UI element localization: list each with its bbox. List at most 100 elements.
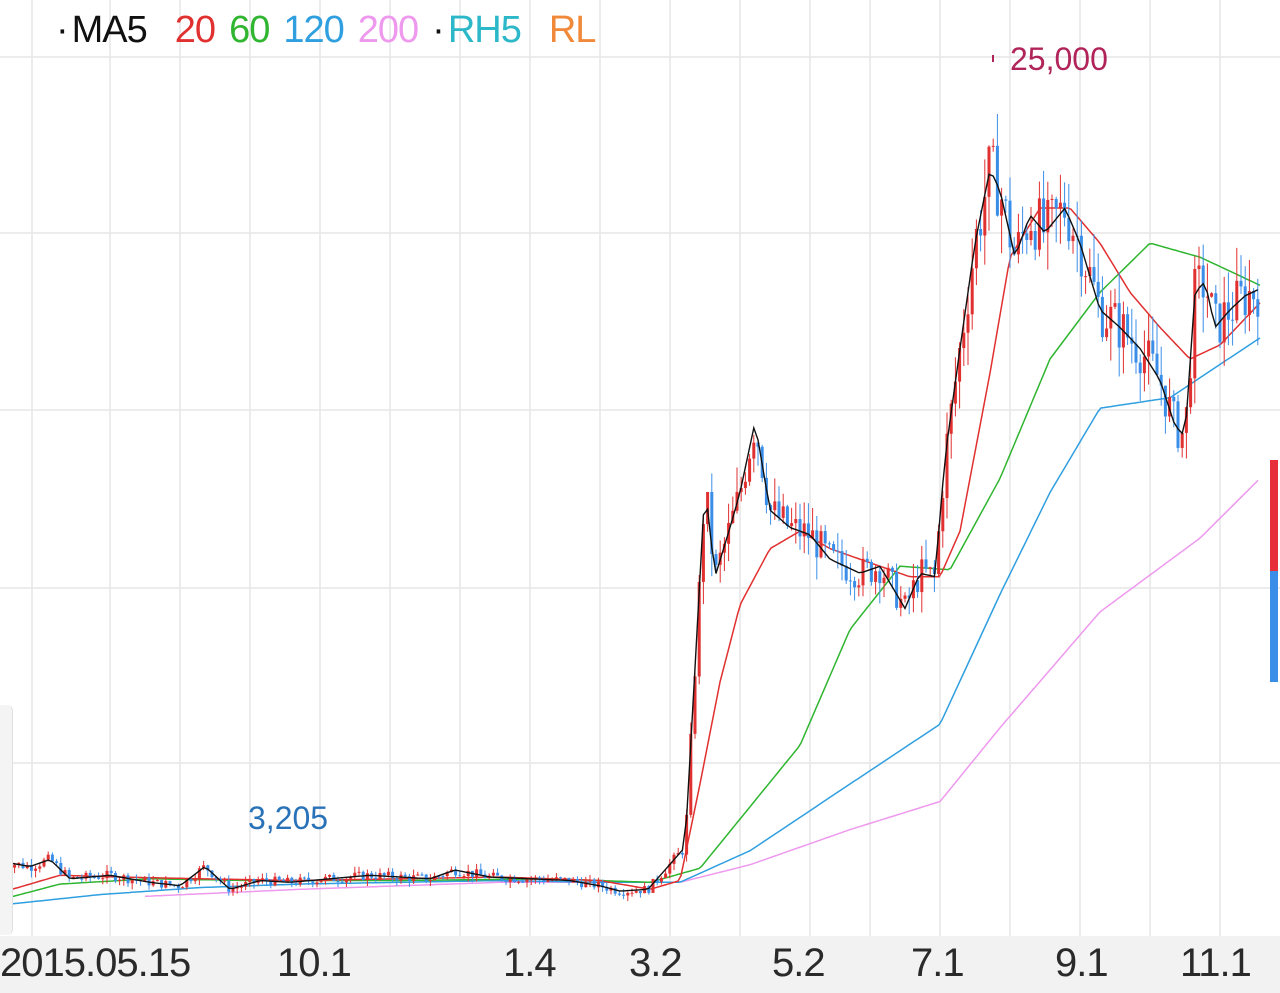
candle-body (710, 492, 714, 555)
candle-body (1172, 396, 1176, 402)
candle-body (185, 879, 189, 888)
candle-body (29, 865, 33, 871)
candle-body (659, 877, 663, 882)
candle-body (1197, 265, 1201, 269)
candle-body (437, 876, 441, 878)
candle-body (181, 887, 185, 889)
candle-body (840, 551, 844, 566)
candle-body (176, 885, 180, 889)
candle-body (1176, 401, 1180, 448)
candle-body (924, 559, 928, 569)
legend-item-ma5[interactable]: · MA5 (56, 9, 161, 51)
candle-body (1163, 385, 1167, 417)
candle-body (71, 876, 75, 878)
candle-body (634, 891, 638, 893)
min-price-label: 3,205 (248, 800, 328, 836)
candle-body (479, 869, 483, 875)
candle-body (395, 878, 399, 881)
candle-body (46, 854, 50, 860)
legend-item-ma200[interactable]: 200 (357, 9, 419, 51)
candle-body (1147, 340, 1151, 357)
candle-body (38, 866, 42, 869)
candle-body (281, 879, 285, 882)
candle-body (1021, 232, 1025, 234)
indicator-legend[interactable]: · MA5 20 60 120 200 · RH5 RL (56, 8, 609, 52)
candle-body (386, 871, 390, 876)
candle-body (454, 869, 458, 876)
candle-body (491, 872, 495, 876)
candle-body (525, 879, 529, 883)
left-scroll-handle[interactable] (0, 705, 13, 935)
candle-body (34, 868, 38, 871)
candle-body (311, 881, 315, 885)
candle-body (613, 887, 617, 894)
legend-item-ma20[interactable]: 20 (174, 9, 216, 51)
candle-body (517, 881, 521, 883)
candle-body (857, 585, 861, 588)
candle-body (928, 567, 932, 569)
candle-body (1042, 198, 1046, 233)
candle-body (647, 886, 651, 893)
candle-body (319, 881, 323, 883)
candle-body (995, 145, 999, 216)
candle-body (756, 442, 760, 447)
legend-item-ma120[interactable]: 120 (283, 9, 344, 51)
candle-body (504, 880, 508, 883)
candle-body (1231, 319, 1235, 321)
candle-body (374, 877, 378, 880)
candle-body (84, 872, 88, 879)
candle-body (1063, 202, 1067, 218)
legend-item-rl[interactable]: RL (548, 9, 597, 51)
candle-body (1088, 267, 1092, 277)
candle-body (508, 877, 512, 883)
candle-body (286, 877, 290, 882)
candle-body (1243, 286, 1247, 316)
candle-body (554, 877, 558, 880)
candle-body (920, 559, 924, 593)
legend-item-ma60[interactable]: 60 (229, 9, 270, 51)
candle-body (819, 531, 823, 558)
candle-body (1029, 230, 1033, 240)
candle-body (651, 878, 655, 893)
candle-body (529, 879, 533, 881)
candle-body (1189, 378, 1193, 408)
candle-body (357, 871, 361, 873)
candle-body (239, 886, 243, 888)
candle-body (1201, 265, 1205, 298)
candle-body (1046, 199, 1050, 233)
candle-body (344, 878, 348, 883)
candle-body (886, 567, 890, 578)
ma120-line (0, 337, 1261, 906)
candle-body (827, 543, 831, 545)
candle-body (739, 488, 743, 492)
ma60-line (0, 242, 1261, 901)
candle-body (336, 881, 340, 883)
candle-body (785, 506, 789, 526)
candle-body (424, 874, 428, 882)
candle-body (693, 676, 697, 734)
candle-body (349, 877, 353, 879)
candle-body (1138, 362, 1142, 374)
candle-body (302, 877, 306, 879)
candle-body (445, 872, 449, 877)
candle-body (1184, 407, 1188, 433)
candle-body (206, 865, 210, 871)
candle-body (1159, 374, 1163, 386)
legend-item-rh5[interactable]: · RH5 (432, 9, 535, 51)
candle-body (903, 595, 907, 599)
candle-body (533, 877, 537, 880)
candle-body (353, 872, 357, 878)
candle-body (1218, 303, 1222, 343)
candle-body (844, 565, 848, 581)
candle-body (202, 865, 206, 869)
candle-body (1214, 293, 1218, 304)
candle-body (223, 880, 227, 882)
candle-body (1100, 296, 1104, 338)
candle-body (1025, 233, 1029, 240)
candle-body (13, 864, 17, 868)
legend-label: MA5 (71, 9, 148, 51)
candle-body (811, 530, 815, 538)
candle-body (638, 891, 642, 894)
candle-body (1256, 299, 1260, 317)
